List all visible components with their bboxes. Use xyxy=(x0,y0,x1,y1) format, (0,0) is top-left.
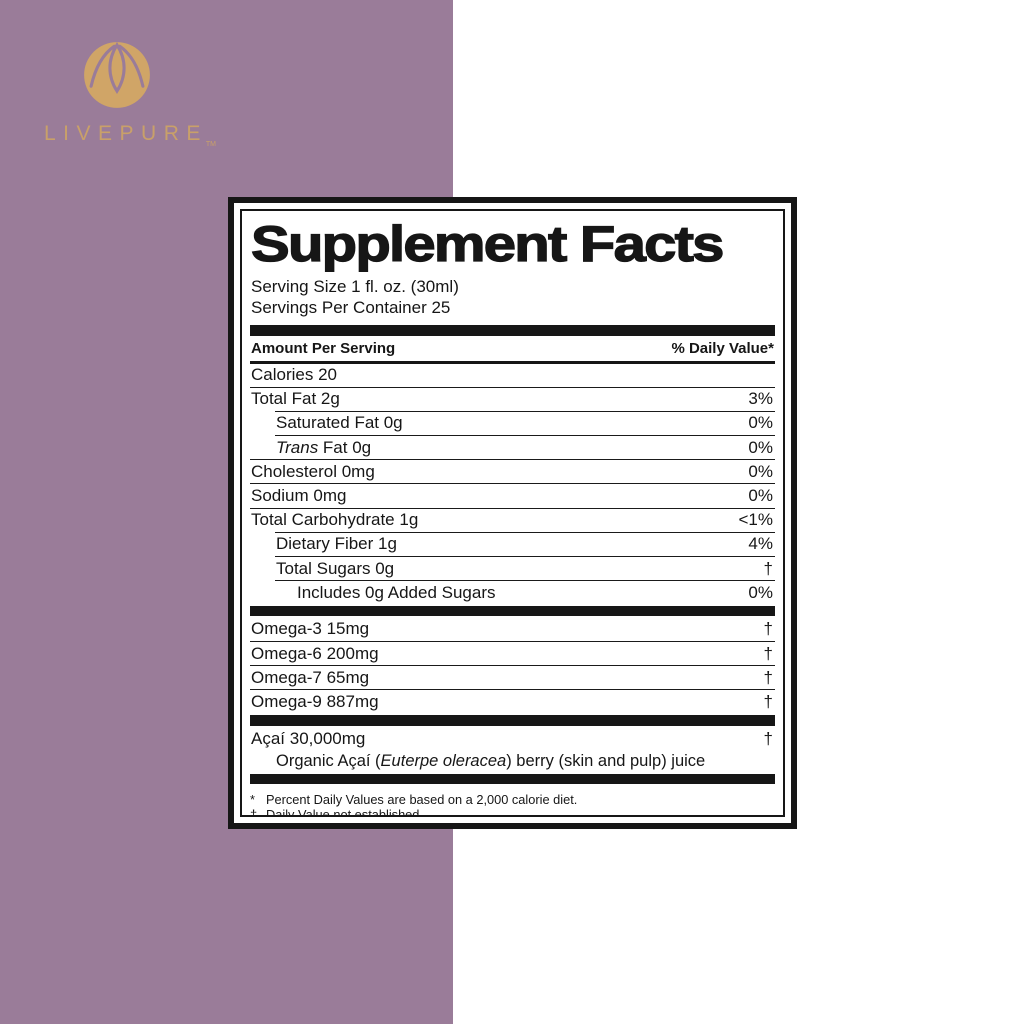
nutrient-table: Calories 20 Total Fat 2g 3% Saturated Fat 0… xyxy=(250,364,775,786)
brand-name-text: LIVEPURE xyxy=(44,122,208,145)
nutrient-name: Organic Açaí (Euterpe oleracea) berry (s… xyxy=(276,751,706,770)
supplement-facts-label: Supplement Facts Serving Size 1 fl. oz. … xyxy=(228,197,797,829)
nutrient-row: Omega-7 65mg † xyxy=(250,666,775,689)
footnote-text: Percent Daily Values are based on a 2,00… xyxy=(266,791,578,807)
thick-divider xyxy=(250,605,775,617)
nutrient-name: Omega-7 65mg xyxy=(251,667,370,687)
hairline-divider xyxy=(250,665,775,667)
brand-wordmark: LIVEPURETM xyxy=(44,122,216,148)
lotus-logo-icon xyxy=(84,42,150,108)
nutrient-row: Açaí 30,000mg † xyxy=(250,727,775,750)
nutrient-row: Organic Açaí (Euterpe oleracea) berry (s… xyxy=(250,750,775,772)
nutrient-row: Cholesterol 0mg 0% xyxy=(250,460,775,483)
footnotes: * Percent Daily Values are based on a 2,0… xyxy=(250,792,775,817)
label-inner-frame: Supplement Facts Serving Size 1 fl. oz. … xyxy=(240,209,785,817)
nutrient-name: Trans Fat 0g xyxy=(276,437,372,457)
nutrient-row: Omega-3 15mg † xyxy=(250,618,775,641)
nutrient-name: Omega-6 200mg xyxy=(251,643,379,663)
servings-per-container-text: Servings Per Container 25 xyxy=(251,297,451,317)
hairline-divider xyxy=(275,580,775,582)
nutrient-row: Calories 20 xyxy=(250,364,775,387)
daily-value: 0% xyxy=(748,461,773,481)
hairline-divider xyxy=(250,641,775,643)
nutrient-name: Sodium 0mg xyxy=(251,486,347,506)
hairline-divider xyxy=(275,410,775,412)
nutrient-name: Omega-3 15mg xyxy=(251,619,370,639)
hairline-divider xyxy=(275,435,775,437)
nutrient-row: Omega-6 200mg † xyxy=(250,642,775,665)
serving-size-text: Serving Size 1 fl. oz. (30ml) xyxy=(251,277,459,296)
thick-divider xyxy=(250,715,775,726)
nutrient-row: Total Sugars 0g † xyxy=(250,557,775,580)
hairline-divider xyxy=(250,483,775,485)
table-header-row: Amount Per Serving % Daily Value* xyxy=(250,336,775,364)
footnote-text: Daily Value not established. xyxy=(266,807,423,817)
nutrient-row: Total Fat 2g 3% xyxy=(250,388,775,411)
nutrient-name: Total Carbohydrate 1g xyxy=(251,510,419,530)
thick-divider xyxy=(250,325,775,336)
daily-value-header: % Daily Value* xyxy=(671,339,774,357)
footnote: * Percent Daily Values are based on a 2,0… xyxy=(250,792,775,808)
nutrient-row: Total Carbohydrate 1g <1% xyxy=(250,509,775,532)
nutrient-row: Includes 0g Added Sugars 0% xyxy=(250,581,775,604)
daily-value: † xyxy=(763,728,773,748)
thick-divider xyxy=(250,773,775,785)
nutrient-name: Omega-9 887mg xyxy=(251,692,379,712)
daily-value: † xyxy=(763,619,773,639)
trademark-symbol: TM xyxy=(205,141,216,148)
nutrient-row: Dietary Fiber 1g 4% xyxy=(250,533,775,556)
footnote-marker: * xyxy=(250,791,255,807)
nutrient-name: Cholesterol 0mg xyxy=(251,461,375,481)
label-title: Supplement Facts xyxy=(250,216,725,272)
daily-value: 0% xyxy=(748,582,773,602)
daily-value: 0% xyxy=(748,486,773,506)
nutrient-name: Total Sugars 0g xyxy=(276,558,395,578)
daily-value: † xyxy=(763,667,773,687)
footnote-marker: † xyxy=(250,807,258,817)
daily-value: <1% xyxy=(738,510,774,530)
nutrient-name: Dietary Fiber 1g xyxy=(276,534,397,554)
nutrient-row: Trans Fat 0g 0% xyxy=(250,436,775,459)
daily-value: 4% xyxy=(748,534,773,554)
amount-per-serving-header: Amount Per Serving xyxy=(251,339,396,357)
daily-value: † xyxy=(763,643,773,663)
hairline-divider xyxy=(250,459,775,461)
daily-value: † xyxy=(763,558,773,578)
hairline-divider xyxy=(250,386,775,388)
nutrient-row: Sodium 0mg 0% xyxy=(250,484,775,507)
hairline-divider xyxy=(275,556,775,557)
nutrient-row: Saturated Fat 0g 0% xyxy=(250,412,775,435)
nutrient-name: Saturated Fat 0g xyxy=(276,413,403,433)
hairline-divider xyxy=(250,507,775,509)
hairline-divider xyxy=(250,689,775,691)
nutrient-name: Total Fat 2g xyxy=(251,389,340,409)
nutrient-name: Açaí 30,000mg xyxy=(251,728,366,748)
hairline-divider xyxy=(275,531,775,533)
daily-value: 3% xyxy=(748,389,773,409)
daily-value: † xyxy=(763,692,773,712)
daily-value: 0% xyxy=(748,437,773,457)
footnote: † Daily Value not established. xyxy=(250,807,775,817)
nutrient-row: Omega-9 887mg † xyxy=(250,690,775,713)
daily-value: 0% xyxy=(748,413,773,433)
nutrient-name: Calories 20 xyxy=(251,365,337,385)
nutrient-name: Includes 0g Added Sugars xyxy=(297,582,496,602)
